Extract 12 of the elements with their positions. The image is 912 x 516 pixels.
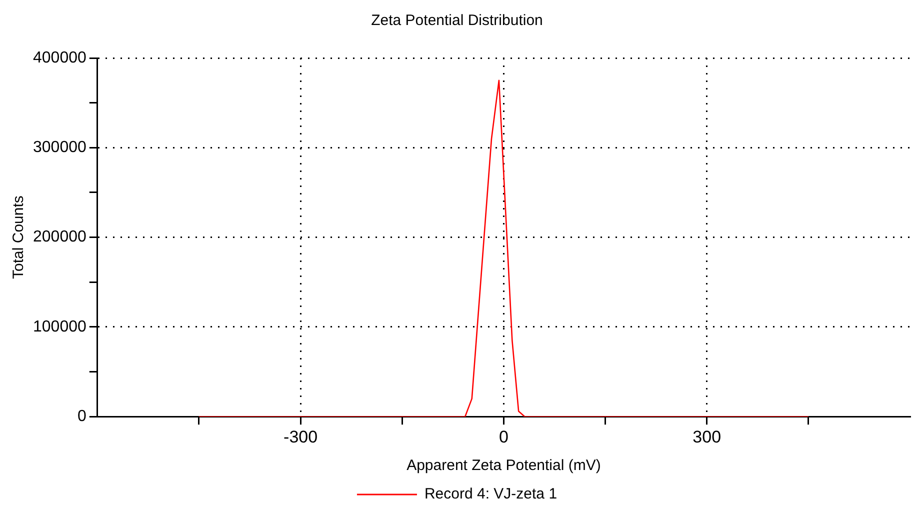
- legend-label: Record 4: VJ-zeta 1: [424, 486, 558, 503]
- chart-title: Zeta Potential Distribution: [371, 12, 543, 30]
- x-tick-label: 0: [498, 427, 508, 446]
- y-tick-label: 400000: [33, 49, 86, 66]
- y-tick-label: 200000: [33, 228, 86, 246]
- y-tick-label: 0: [77, 408, 86, 426]
- y-axis-title: Total Counts: [10, 196, 28, 279]
- y-tick-label: 100000: [33, 318, 86, 336]
- y-tick-label: 300000: [33, 139, 86, 156]
- x-tick-label: -300: [284, 427, 318, 446]
- x-tick-label: 300: [692, 427, 722, 446]
- x-axis-title: Apparent Zeta Potential (mV): [406, 457, 601, 474]
